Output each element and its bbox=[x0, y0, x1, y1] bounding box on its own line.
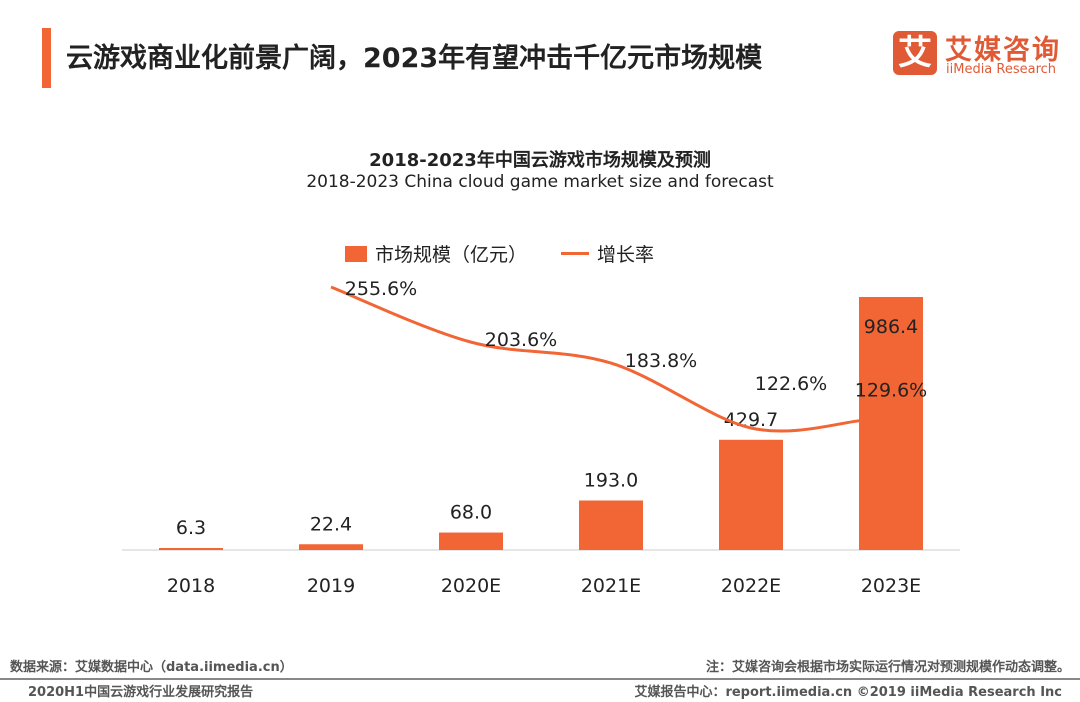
bar-data-label: 986.4 bbox=[864, 316, 918, 338]
x-tick-label: 2019 bbox=[307, 575, 355, 597]
x-tick-label: 2023E bbox=[861, 575, 921, 597]
x-tick-label: 2021E bbox=[581, 575, 641, 597]
footer-source: 数据来源：艾媒数据中心（data.iimedia.cn） bbox=[10, 660, 293, 675]
logo-subtext: iiMedia Research bbox=[946, 62, 1057, 77]
line-data-label: 122.6% bbox=[755, 373, 827, 395]
footer-note: 注：艾媒咨询会根据市场实际运行情况对预测规模作动态调整。 bbox=[705, 660, 1070, 675]
x-tick-label: 2020E bbox=[441, 575, 501, 597]
bar bbox=[159, 548, 223, 550]
line-data-label: 183.8% bbox=[625, 350, 697, 372]
footer-report: 2020H1中国云游戏行业发展研究报告 bbox=[28, 685, 254, 700]
bar-data-label: 68.0 bbox=[450, 502, 492, 524]
legend-line-label: 增长率 bbox=[597, 244, 655, 266]
title-accent-bar bbox=[42, 28, 51, 88]
chart-subtitle: 2018-2023 China cloud game market size a… bbox=[306, 172, 774, 192]
chart-legend: 市场规模（亿元） 增长率 bbox=[345, 240, 654, 267]
bar-data-label: 193.0 bbox=[584, 469, 638, 491]
bar-data-label: 22.4 bbox=[310, 513, 352, 535]
line-data-label: 129.6% bbox=[855, 380, 927, 402]
legend-bar-label: 市场规模（亿元） bbox=[375, 244, 528, 266]
x-tick-label: 2022E bbox=[721, 575, 781, 597]
bar bbox=[439, 532, 503, 550]
chart-title: 2018-2023年中国云游戏市场规模及预测 bbox=[369, 150, 711, 171]
line-data-label: 203.6% bbox=[485, 329, 557, 351]
bar bbox=[299, 544, 363, 550]
bar-data-label: 6.3 bbox=[176, 517, 206, 539]
bar bbox=[579, 500, 643, 550]
growth-rate-line bbox=[330, 285, 862, 433]
x-tick-label: 2018 bbox=[167, 575, 215, 597]
logo-icon: 艾 bbox=[893, 31, 937, 75]
line-data-label: 255.6% bbox=[345, 278, 417, 300]
bar bbox=[719, 439, 783, 550]
bar bbox=[859, 296, 923, 550]
logo-text: 艾媒咨询 bbox=[945, 35, 1061, 66]
footer-site: 艾媒报告中心：report.iimedia.cn ©2019 iiMedia R… bbox=[634, 685, 1062, 700]
legend-bar-swatch bbox=[345, 245, 367, 262]
page-title: 云游戏商业化前景广阔，2023年有望冲击千亿元市场规模 bbox=[66, 43, 763, 74]
legend-line-swatch bbox=[561, 252, 590, 255]
footer-divider bbox=[0, 678, 1080, 680]
